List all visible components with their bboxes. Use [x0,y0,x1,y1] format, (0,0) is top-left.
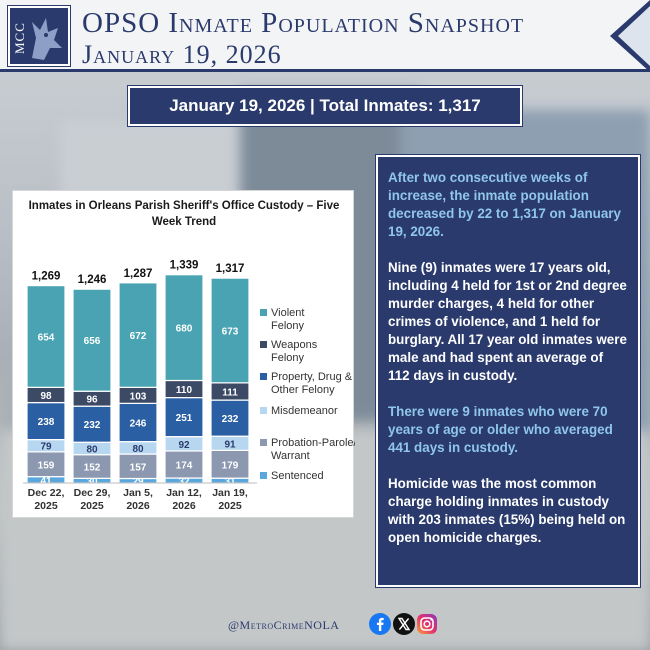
data-label: 79 [40,442,52,453]
social-handle[interactable]: @MetroCrimeNOLA [228,618,340,632]
legend-label: Sentenced [271,470,324,482]
category-label: 2025 [218,500,242,512]
data-label: 111 [222,387,238,398]
legend-label: Misdemeanor [271,405,338,417]
data-label: 159 [38,460,55,471]
x-icon[interactable] [392,612,416,636]
legend-label: Felony [271,320,305,332]
legend-label: Felony [271,352,305,364]
total-inmates-banner: January 19, 2026 | Total Inmates: 1,317 [128,86,522,126]
data-label: 32 [178,477,190,488]
info-paragraph-trend: After two consecutive weeks of increase,… [388,170,621,239]
category-label: Dec 22, [28,487,65,499]
page-title: OPSO Inmate Population Snapshot [82,7,525,39]
total-label: 1,246 [78,274,107,286]
legend-label: Violent [271,307,304,319]
bar-segment [164,450,204,479]
bar-segment [26,401,66,441]
page-date: January 19, 2026 [82,40,282,69]
data-label: 96 [86,395,98,406]
legend-swatch [260,373,267,380]
bar-segment [72,405,112,443]
bar-segment [164,397,204,438]
data-label: 80 [86,444,98,455]
legend-swatch [260,439,267,446]
legend-label: Probation-Parole/ [271,437,355,449]
legend-label: Property, Drug & [271,371,353,383]
category-label: 2026 [172,500,196,512]
category-label: 2025 [80,500,104,512]
chart-title: Inmates in Orleans Parish Sheriff's Offi… [28,200,340,228]
chart-card: 41 159 79 238 98 654 1,269 Dec 22, 2025 30 152 80 23… [12,190,355,518]
data-label: 41 [40,476,52,487]
data-label: 672 [130,331,147,342]
data-label: 92 [178,440,190,451]
category-label: Jan 5, [123,487,153,499]
bar-segment [164,274,204,382]
info-paragraph-elderly: There were 9 inmates who were 70 years o… [388,404,613,455]
category-label: Jan 19, [212,487,248,499]
header-bar: MCC OPSO Inmate Population Snapshot Janu… [0,0,650,72]
legend-label: Other Felony [271,384,335,396]
data-label: 103 [130,391,147,402]
data-label: 656 [84,336,101,347]
data-label: 673 [222,326,239,337]
data-label: 251 [176,413,193,424]
data-label: 157 [130,462,147,473]
data-label: 246 [130,418,147,429]
wolf-icon [32,18,62,60]
data-label: 232 [84,420,101,431]
data-label: 654 [38,332,55,343]
bar-segment [72,288,112,392]
category-label: 2026 [126,500,150,512]
data-label: 91 [224,439,236,450]
instagram-icon[interactable] [415,612,439,636]
data-label: 680 [176,324,193,335]
category-label: Dec 29, [74,487,111,499]
legend-swatch [260,472,267,479]
category-label: 2025 [34,500,58,512]
data-label: 152 [84,463,101,474]
facebook-icon[interactable] [368,612,392,636]
mcc-logo: MCC [7,5,71,67]
total-label: 1,339 [170,260,199,272]
legend-swatch [260,407,267,414]
data-label: 232 [222,414,239,425]
bar-segment [26,284,66,388]
data-label: 110 [176,385,193,396]
legend-label: Warrant [271,450,310,462]
data-label: 174 [176,460,193,471]
data-label: 179 [222,460,239,471]
bar-segment [210,399,250,437]
legend-swatch [260,341,267,348]
info-panel: After two consecutive weeks of increase,… [376,155,640,587]
chevron-left-icon [610,0,650,72]
legend-swatch [260,309,267,316]
data-label: 30 [86,477,98,488]
data-label: 80 [132,444,144,455]
data-label: 31 [224,477,236,488]
data-label: 238 [38,417,55,428]
bar-segment [118,282,158,388]
data-label: 29 [132,477,144,488]
info-paragraph-homicide: Homicide was the most common charge hold… [388,476,626,545]
total-label: 1,317 [216,263,245,275]
total-label: 1,287 [124,268,153,280]
data-label: 98 [40,391,52,402]
bar-segment [26,451,66,478]
category-label: Jan 12, [166,487,202,499]
info-paragraph-juveniles: Nine (9) inmates were 17 years old, incl… [388,260,627,383]
bar-segment [210,277,250,384]
bar-segment [118,402,158,443]
total-label: 1,269 [32,271,61,283]
legend-label: Weapons [271,339,318,351]
